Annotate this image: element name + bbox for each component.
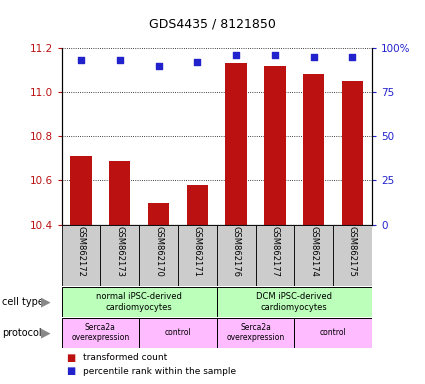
Bar [342, 81, 363, 225]
Bar [109, 161, 130, 225]
Bar [226, 63, 247, 225]
Bar [217, 318, 294, 348]
Point [233, 52, 240, 58]
Bar [71, 156, 92, 225]
Bar [294, 225, 333, 286]
Text: ■: ■ [66, 366, 75, 376]
Text: GSM862176: GSM862176 [232, 227, 241, 278]
Bar [139, 225, 178, 286]
Bar [148, 202, 169, 225]
Text: GSM862174: GSM862174 [309, 227, 318, 277]
Text: protocol: protocol [2, 328, 42, 338]
Bar [100, 225, 139, 286]
Text: percentile rank within the sample: percentile rank within the sample [83, 367, 236, 376]
Point [155, 63, 162, 69]
Text: GSM862171: GSM862171 [193, 227, 202, 277]
Bar [217, 287, 372, 317]
Bar [217, 225, 255, 286]
Text: Serca2a
overexpression: Serca2a overexpression [227, 323, 285, 342]
Bar [255, 225, 294, 286]
Bar [139, 318, 217, 348]
Point [349, 54, 356, 60]
Text: DCM iPSC-derived
cardiomyocytes: DCM iPSC-derived cardiomyocytes [256, 292, 332, 311]
Text: ■: ■ [66, 353, 75, 363]
Text: GDS4435 / 8121850: GDS4435 / 8121850 [149, 17, 276, 30]
Bar [333, 225, 372, 286]
Bar [303, 74, 324, 225]
Text: GSM862175: GSM862175 [348, 227, 357, 277]
Bar [264, 66, 286, 225]
Bar [178, 225, 217, 286]
Text: ▶: ▶ [41, 295, 51, 308]
Bar [62, 287, 217, 317]
Point [272, 52, 278, 58]
Point [194, 59, 201, 65]
Point [310, 54, 317, 60]
Text: GSM862173: GSM862173 [115, 227, 124, 278]
Bar [62, 318, 139, 348]
Text: GSM862172: GSM862172 [76, 227, 85, 277]
Bar [62, 225, 100, 286]
Text: control: control [164, 328, 191, 337]
Text: GSM862177: GSM862177 [270, 227, 279, 278]
Text: control: control [320, 328, 346, 337]
Text: transformed count: transformed count [83, 353, 167, 362]
Bar [294, 318, 372, 348]
Text: ▶: ▶ [41, 326, 51, 339]
Bar [187, 185, 208, 225]
Text: GSM862170: GSM862170 [154, 227, 163, 277]
Point [78, 57, 85, 63]
Text: normal iPSC-derived
cardiomyocytes: normal iPSC-derived cardiomyocytes [96, 292, 182, 311]
Text: cell type: cell type [2, 297, 44, 307]
Point [116, 57, 123, 63]
Text: Serca2a
overexpression: Serca2a overexpression [71, 323, 130, 342]
